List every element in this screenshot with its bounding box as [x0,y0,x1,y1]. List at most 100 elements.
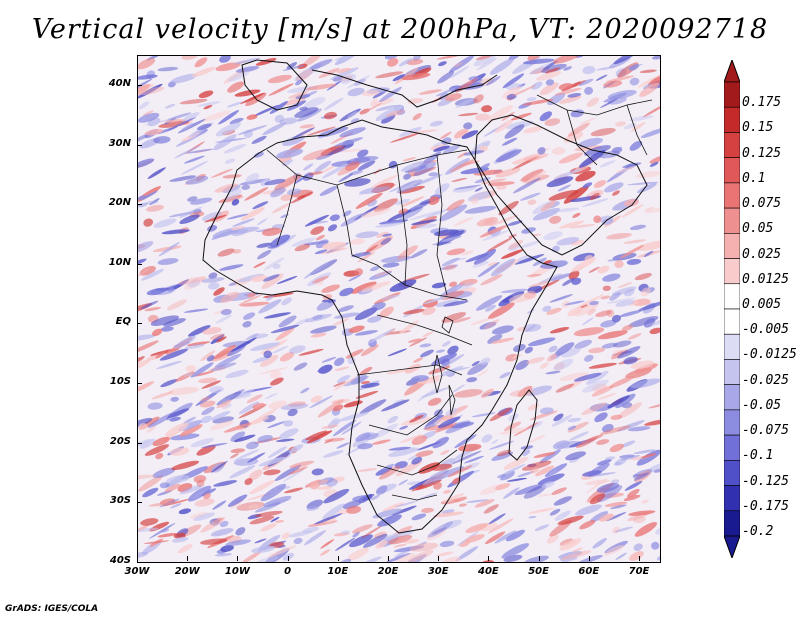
field-streak [461,250,475,256]
field-streak [539,82,559,96]
field-streak [249,480,275,495]
field-streak [246,394,263,404]
field-streak [237,125,268,136]
field-streak [146,425,157,433]
field-streak [602,423,614,433]
field-streak [449,65,470,79]
field-streak [372,508,402,519]
field-streak [588,362,617,369]
field-streak [632,298,651,306]
field-streak [244,478,253,486]
field-streak [144,119,171,126]
colorbar-level-label: -0.05 [742,397,782,413]
field-streak [187,485,212,502]
field-streak [499,427,528,435]
field-streak [627,333,642,340]
field-streak [256,242,273,248]
field-streak [246,292,256,298]
field-streak [600,295,611,300]
field-streak [340,530,351,535]
field-streak [400,416,432,426]
field-streak [522,449,531,456]
field-streak [567,425,577,431]
field-streak [279,117,298,125]
field-streak [512,354,522,359]
field-streak [255,58,277,66]
field-streak [380,237,392,245]
field-streak [614,260,624,269]
field-streak [442,489,452,494]
field-streak [615,68,627,78]
field-streak [484,531,506,545]
field-streak [454,389,483,398]
field-streak [499,474,515,481]
colorbar-segment [724,233,740,259]
field-streak [432,511,464,518]
field-streak [624,480,643,491]
field-streak [232,218,255,227]
field-streak [303,163,314,171]
colorbar-level-label: -0.0125 [742,347,797,363]
field-streak [465,499,489,503]
field-streak [528,515,537,519]
field-streak [523,126,543,134]
field-streak [312,314,324,320]
field-streak [250,408,277,426]
field-streak [147,167,166,179]
field-streak [177,276,207,285]
field-streak [426,527,448,541]
field-streak [599,98,618,109]
field-streak [137,381,155,394]
field-streak [283,420,294,427]
field-streak [374,270,392,277]
field-streak [338,305,354,313]
field-streak [431,527,447,535]
field-streak [147,412,176,428]
field-streak [458,503,467,507]
field-streak [263,469,281,476]
field-streak [355,390,379,399]
field-streak [585,370,609,385]
field-streak [239,92,265,105]
field-streak [233,57,261,65]
x-tick-mark [639,556,640,561]
field-streak [360,344,379,357]
field-streak [454,217,474,226]
field-streak [563,66,572,71]
field-streak [578,137,604,148]
colorbar-bottom-arrow [724,535,740,558]
field-streak [193,512,215,521]
field-streak [450,421,475,429]
field-streak [633,472,650,481]
field-streak [410,167,436,177]
field-streak [524,324,536,333]
field-streak [403,308,425,315]
field-streak [603,80,623,88]
field-streak [354,307,378,321]
field-streak [418,89,442,95]
y-tick-label: 40N [108,78,131,89]
field-streak [431,282,447,289]
field-streak [375,71,404,79]
field-streak [270,324,300,334]
field-streak [602,492,625,498]
x-tick-label: 20E [377,566,399,577]
field-streak [321,356,337,363]
field-streak [370,174,398,188]
colorbar-segment [724,132,740,158]
field-streak [224,158,236,164]
field-streak [609,375,635,389]
field-streak [312,275,329,284]
field-streak [629,140,643,151]
field-streak [197,101,221,107]
field-streak [646,461,661,472]
field-streak [220,545,234,552]
field-streak [290,191,313,204]
x-tick-mark [538,556,540,561]
field-streak [549,215,562,224]
field-streak [137,334,156,342]
field-streak [267,421,286,429]
field-streak [276,148,304,159]
field-streak [183,373,193,377]
field-streak [333,312,360,319]
